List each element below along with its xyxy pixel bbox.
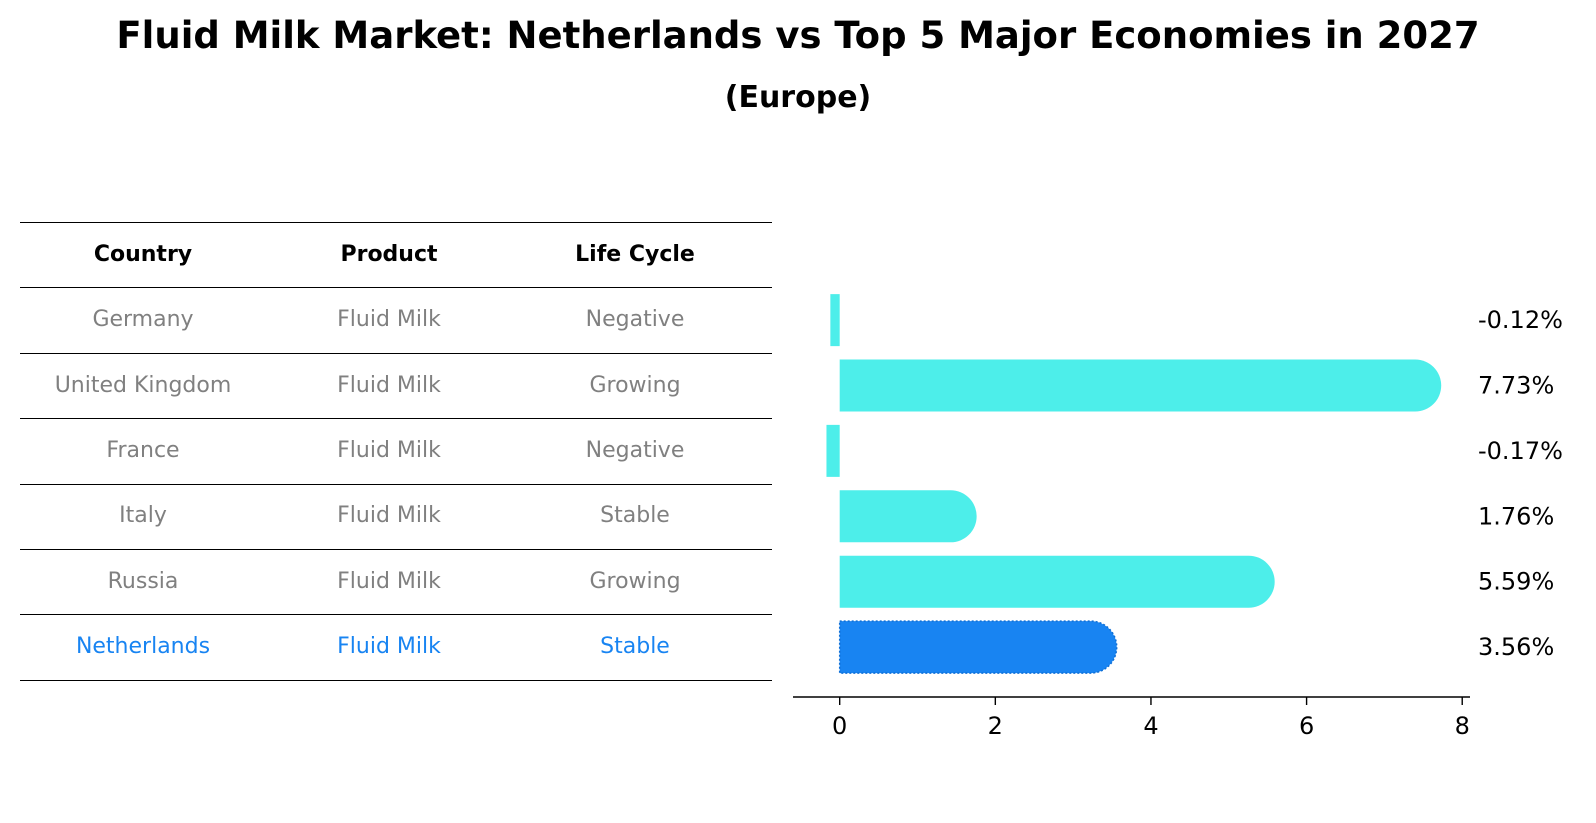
table-rule [20, 352, 772, 354]
x-tick-label: 4 [1143, 712, 1158, 740]
bar-italy [839, 490, 977, 543]
value-label: -0.12% [1478, 306, 1563, 334]
table-rule [20, 483, 772, 485]
header-product: Product [340, 241, 438, 267]
bar-united-kingdom [839, 359, 1442, 412]
bar-germany [830, 294, 840, 347]
value-label: 1.76% [1478, 502, 1554, 530]
x-tick-label: 2 [988, 712, 1003, 740]
chart-title: Fluid Milk Market: Netherlands vs Top 5 … [116, 14, 1480, 57]
bar-france [826, 424, 840, 477]
chart-subtitle: (Europe) [724, 80, 872, 115]
country-cell: Italy [119, 503, 167, 529]
life-cycle-cell: Negative [585, 437, 685, 463]
product-cell: Fluid Milk [337, 372, 441, 398]
product-cell: Fluid Milk [337, 568, 441, 594]
table-rule [20, 287, 772, 289]
table-rule [20, 549, 772, 550]
table-rule [20, 222, 772, 223]
table-rule [20, 614, 772, 616]
value-label: -0.17% [1478, 437, 1563, 465]
header-country: Country [93, 241, 193, 267]
country-cell: United Kingdom [54, 372, 232, 398]
value-label: 7.73% [1478, 372, 1554, 400]
country-cell: Russia [107, 568, 179, 594]
product-cell: Fluid Milk [337, 307, 441, 333]
x-tick-label: 8 [1455, 712, 1470, 740]
x-tick-label: 0 [832, 712, 847, 740]
life-cycle-cell: Stable [600, 503, 670, 529]
x-tick-label: 6 [1299, 712, 1314, 740]
life-cycle-cell: Growing [589, 372, 681, 398]
bar-netherlands [838, 620, 1118, 674]
table-rule [20, 679, 772, 681]
country-cell: France [106, 437, 180, 463]
table-rule [20, 418, 772, 420]
country-cell: Netherlands [75, 634, 211, 660]
life-cycle-cell: Stable [600, 634, 670, 660]
country-cell: Germany [92, 307, 194, 333]
life-cycle-cell: Negative [585, 307, 685, 333]
product-cell: Fluid Milk [337, 634, 441, 660]
value-label: 5.59% [1478, 568, 1554, 596]
life-cycle-cell: Growing [589, 568, 681, 594]
header-life-cycle: Life Cycle [575, 241, 695, 267]
product-cell: Fluid Milk [337, 503, 441, 529]
bar-russia [839, 555, 1275, 608]
value-label: 3.56% [1478, 633, 1554, 661]
product-cell: Fluid Milk [337, 437, 441, 463]
